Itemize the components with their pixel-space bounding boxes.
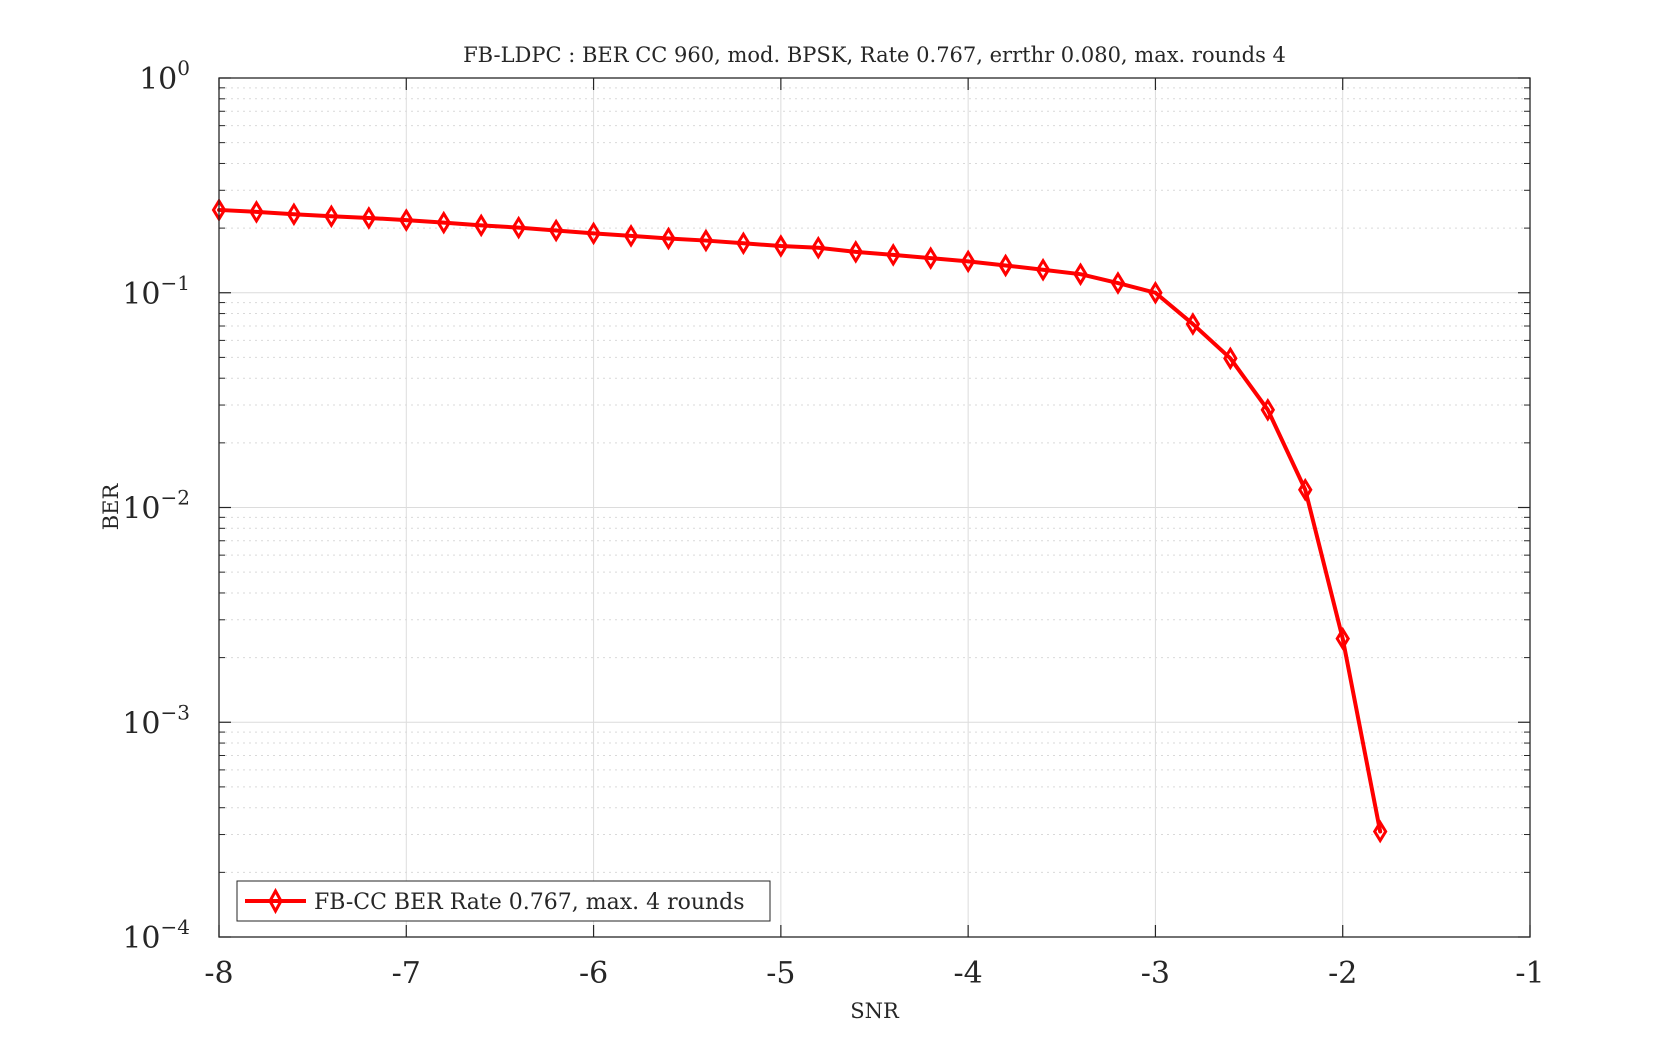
y-axis-label: BER [99, 483, 123, 531]
data-point-marker [661, 226, 676, 251]
data-point-marker [773, 234, 789, 258]
data-point-marker [848, 239, 864, 264]
data-point-marker [1298, 477, 1313, 502]
grid-layer [218, 77, 1531, 938]
x-tick-label: -7 [392, 956, 421, 991]
data-point-marker [548, 218, 564, 243]
data-point-marker [998, 253, 1013, 278]
data-point-marker [623, 224, 639, 248]
y-tick-exponent: −2 [161, 486, 190, 510]
x-tick-label: -1 [1515, 956, 1544, 991]
data-point-marker [698, 228, 714, 253]
x-tick-label: -3 [1141, 956, 1170, 991]
data-point-marker [885, 243, 901, 267]
x-tick-label: -4 [954, 956, 983, 991]
chart-title: FB-LDPC : BER CC 960, mod. BPSK, Rate 0.… [463, 43, 1286, 67]
data-point-marker [324, 204, 339, 229]
y-tick-label: 10−3 [122, 700, 190, 741]
y-tick-label: 10−4 [122, 915, 190, 956]
data-point-marker [1035, 257, 1051, 282]
data-point-marker [399, 208, 414, 232]
tick-marks [218, 77, 1531, 938]
data-point-marker [436, 210, 452, 235]
data-point-marker [1110, 271, 1126, 295]
y-tick-labels: 100 10−1 10−2 10−3 10−4 [122, 56, 190, 956]
data-point-marker [361, 206, 377, 230]
y-tick-label: 100 [139, 56, 190, 97]
data-point-marker [286, 202, 302, 227]
legend: FB-CC BER Rate 0.767, max. 4 rounds [236, 880, 771, 922]
x-tick-label: -2 [1328, 956, 1357, 991]
data-point-marker [586, 221, 601, 246]
y-tick-exponent: −1 [161, 271, 190, 295]
data-point-marker [1223, 346, 1238, 371]
x-tick-label: -6 [579, 956, 608, 991]
data-point-marker [1073, 262, 1088, 287]
data-point-marker [1260, 397, 1276, 422]
legend-box [236, 880, 771, 922]
legend-label: FB-CC BER Rate 0.767, max. 4 rounds [314, 890, 745, 915]
y-tick-base: 10 [122, 706, 160, 741]
data-point-marker [960, 249, 976, 274]
series-layer [211, 198, 1388, 844]
x-tick-label: -8 [204, 956, 233, 991]
data-point-marker [1148, 280, 1163, 305]
y-tick-base: 10 [139, 62, 177, 97]
y-tick-base: 10 [122, 277, 160, 312]
x-tick-label: -5 [766, 956, 795, 991]
data-point-marker [473, 213, 489, 238]
y-tick-label: 10−1 [122, 271, 190, 312]
y-tick-exponent: −4 [161, 915, 190, 939]
legend-diamond-marker [268, 887, 283, 915]
data-point-marker [736, 231, 751, 256]
data-point-marker [811, 235, 826, 260]
y-tick-exponent: −3 [161, 700, 190, 724]
y-tick-base: 10 [122, 492, 160, 527]
data-point-marker [1335, 626, 1350, 651]
data-point-marker [249, 200, 264, 224]
y-tick-base: 10 [122, 921, 160, 956]
data-point-marker [511, 215, 526, 240]
x-tick-labels: -8 -7 -6 -5 -4 -3 -2 -1 [204, 956, 1544, 991]
plot-frame [218, 77, 1531, 938]
y-tick-label: 10−2 [122, 486, 190, 527]
y-tick-exponent: 0 [177, 56, 190, 80]
data-point-marker [1372, 819, 1388, 844]
data-point-marker [923, 246, 938, 270]
x-axis-label: SNR [850, 999, 900, 1023]
data-point-marker [1185, 312, 1201, 336]
